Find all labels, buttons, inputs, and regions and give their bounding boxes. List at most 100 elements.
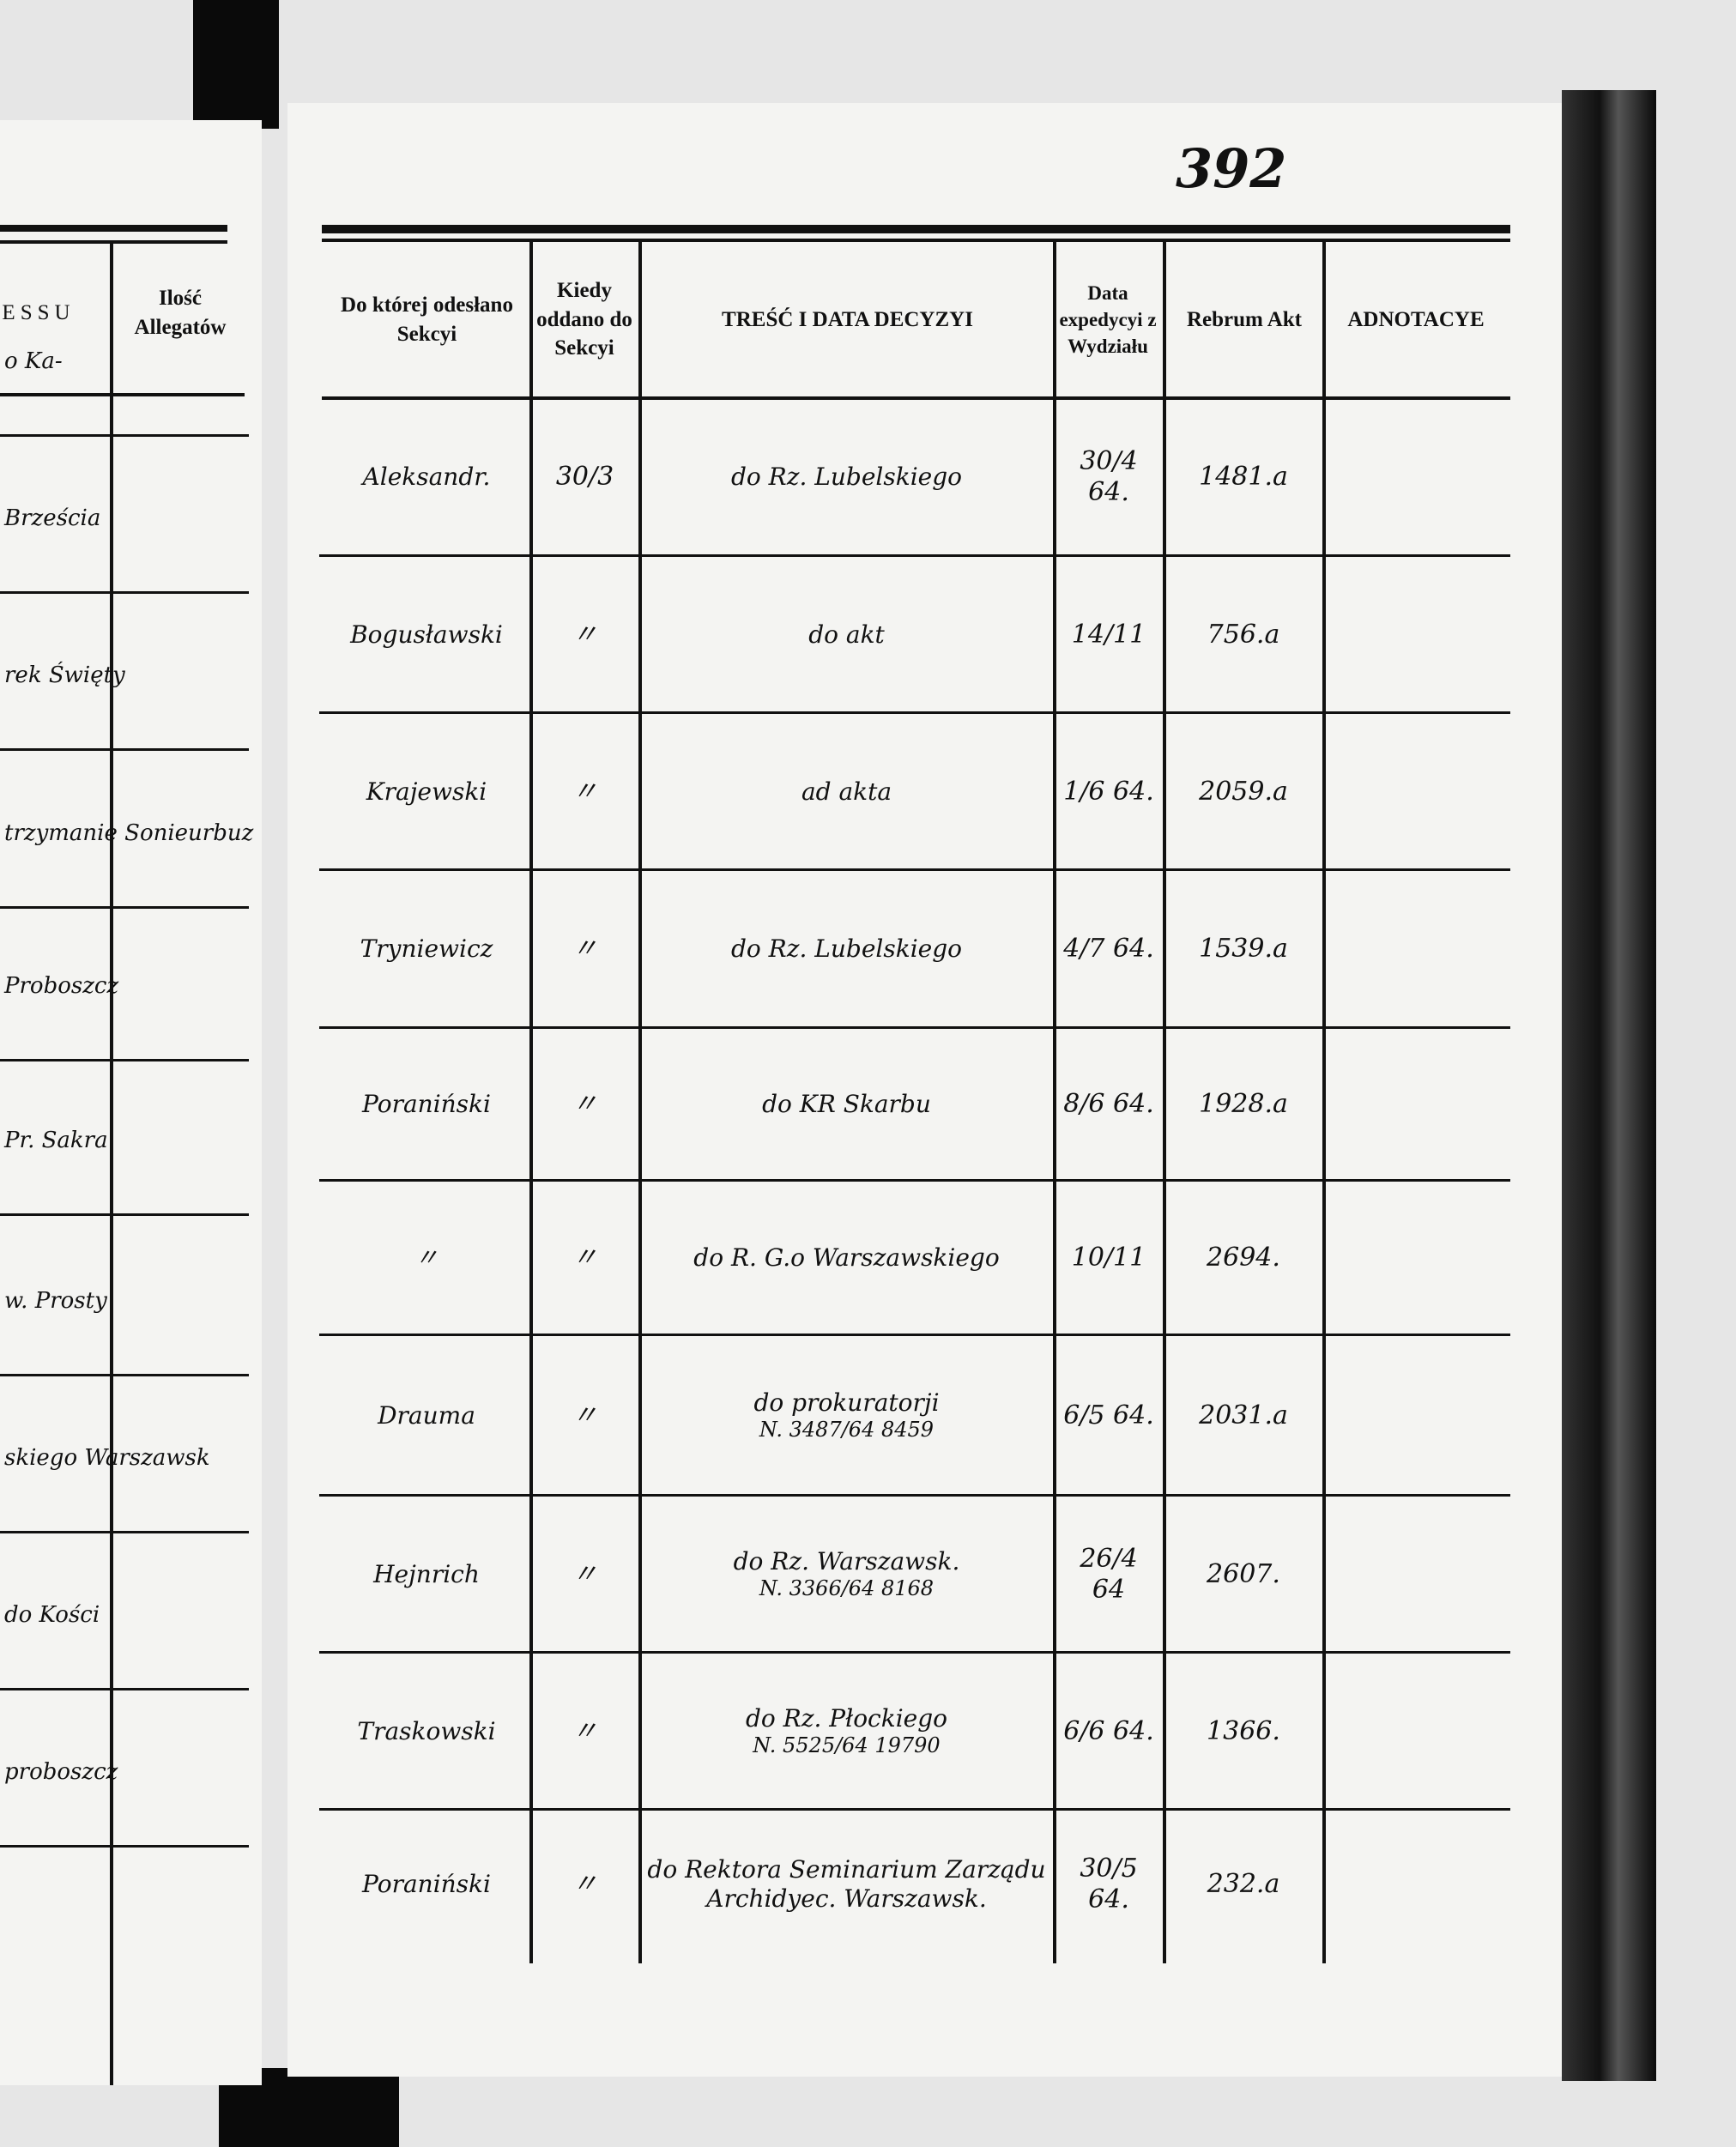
left-row-divider <box>0 906 249 909</box>
cell-rebrum: 1928.a <box>1199 1089 1288 1119</box>
left-row-divider <box>0 1845 249 1848</box>
cell-decision: do KR Skarbu <box>762 1090 931 1119</box>
left-header-allegations: Ilość Allegatów <box>134 287 227 339</box>
cell-notes <box>1329 1337 1499 1494</box>
header-bottom-rule <box>322 396 1510 400</box>
column-divider <box>529 239 533 1963</box>
cell-when: 〃 <box>572 1089 598 1119</box>
left-row-divider <box>0 1213 249 1216</box>
cell-expedition: 30/4 64. <box>1080 446 1138 507</box>
left-row-fragment: do Kości <box>4 1602 100 1628</box>
row-divider <box>319 1494 1510 1497</box>
book-edge <box>1562 90 1656 2081</box>
cell-section: 〃 <box>414 1243 439 1273</box>
column-divider <box>638 239 642 1963</box>
left-row-fragment: Brześcia <box>4 505 101 531</box>
left-row-divider <box>0 1688 249 1690</box>
cell-rebrum: 2694. <box>1207 1243 1280 1273</box>
row-divider <box>319 711 1510 714</box>
header-top-rule <box>322 225 1510 233</box>
left-row-divider <box>0 1374 249 1376</box>
left-page: ESSU Ilość Allegatów o Ka- Brześcia rek Św… <box>0 120 262 2085</box>
left-row-fragment: trzymanie Sonieurbuz <box>4 820 254 846</box>
cell-section: Poraniński <box>362 1869 491 1898</box>
decision-reference: N. 3487/64 8459 <box>759 1417 935 1442</box>
cell-expedition: 6/6 64. <box>1063 1715 1154 1746</box>
cell-when: 〃 <box>572 1558 598 1589</box>
cell-section: Aleksandr. <box>362 463 491 492</box>
cell-decision: do prokuratorji N. 3487/64 8459 <box>753 1388 940 1442</box>
cell-when: 〃 <box>572 776 598 807</box>
cell-section: Drauma <box>378 1400 475 1430</box>
column-divider <box>1322 239 1326 1963</box>
cell-when: 〃 <box>572 1868 598 1899</box>
cell-notes <box>1329 715 1499 868</box>
cell-expedition: 10/11 <box>1071 1243 1146 1273</box>
left-row-fragment: skiego Warszawsk <box>4 1445 210 1471</box>
binding-strip-top <box>193 0 279 129</box>
row-divider <box>319 1179 1510 1182</box>
cell-expedition: 4/7 64. <box>1063 934 1154 964</box>
cell-expedition: 30/5 64. <box>1080 1853 1138 1914</box>
cell-section: Tryniewicz <box>360 934 493 964</box>
cell-decision: do Rz. Warszawsk. N. 3366/64 8168 <box>733 1547 960 1600</box>
cell-rebrum: 1481.a <box>1199 462 1288 492</box>
cell-notes <box>1329 1030 1499 1179</box>
header-when: Kiedy oddano do Sekcyi <box>536 278 632 360</box>
right-page <box>287 103 1566 2077</box>
cell-rebrum: 2031.a <box>1199 1400 1288 1430</box>
left-row-divider <box>0 1059 249 1061</box>
cell-section: Bogusławski <box>350 620 503 649</box>
cell-rebrum: 2607. <box>1207 1558 1280 1589</box>
cell-section: Krajewski <box>366 777 487 806</box>
row-divider <box>319 1808 1510 1811</box>
left-row-fragment: rek Święty <box>4 662 125 688</box>
cell-notes <box>1329 558 1499 711</box>
left-row-fragment: Proboszcz <box>4 973 119 999</box>
cell-notes <box>1329 1182 1499 1334</box>
cell-notes <box>1329 1497 1499 1651</box>
cell-section: Traskowski <box>357 1716 496 1745</box>
page-number: 392 <box>1176 137 1287 200</box>
left-row-divider <box>0 434 249 437</box>
row-divider <box>319 1651 1510 1654</box>
left-header-process: ESSU <box>2 301 76 325</box>
cell-decision: do Rz. Lubelskiego <box>730 463 963 492</box>
cell-expedition: 6/5 64. <box>1063 1400 1154 1430</box>
cell-decision: do R. G.o Warszawskiego <box>693 1243 1000 1273</box>
decision-reference: N. 3366/64 8168 <box>759 1575 935 1600</box>
cell-expedition: 1/6 64. <box>1063 776 1154 807</box>
cell-when: 30/3 <box>555 462 614 492</box>
cell-when: 〃 <box>572 1243 598 1273</box>
cell-when: 〃 <box>572 619 598 650</box>
header-decision: TREŚĆ I DATA DECYZYI <box>722 307 973 331</box>
cell-decision: ad akta <box>801 777 892 806</box>
cell-when: 〃 <box>572 934 598 964</box>
left-row-fragment: Pr. Sakra <box>4 1128 108 1153</box>
cell-notes <box>1329 1811 1499 1956</box>
cell-rebrum: 1366. <box>1207 1715 1280 1746</box>
left-row-divider <box>0 748 249 751</box>
cell-decision: do Rz. Płockiego N. 5525/64 19790 <box>745 1704 948 1757</box>
cell-expedition: 8/6 64. <box>1063 1089 1154 1119</box>
cell-notes <box>1329 400 1499 554</box>
cell-when: 〃 <box>572 1715 598 1746</box>
row-divider <box>319 868 1510 871</box>
cell-when: 〃 <box>572 1400 598 1430</box>
cell-decision: do Rektora Seminarium Zarządu Archidyec.… <box>647 1854 1046 1913</box>
cell-section: Hejnrich <box>373 1559 480 1588</box>
header-notes: ADNOTACYE <box>1347 307 1485 331</box>
left-row-fragment: proboszcz <box>4 1759 118 1785</box>
header-rebrum: Rebrum Akt <box>1186 307 1303 331</box>
left-row-divider <box>0 591 249 594</box>
left-row-fragment: o Ka- <box>4 348 63 374</box>
header-expedition: Data expedycyi z Wydziału <box>1059 281 1157 358</box>
cell-section: Poraniński <box>362 1090 491 1119</box>
cell-rebrum: 1539.a <box>1199 934 1288 964</box>
header-section: Do której odesłano Sekcyi <box>341 293 513 346</box>
cell-notes <box>1329 872 1499 1026</box>
cell-rebrum: 2059.a <box>1199 776 1288 807</box>
column-divider <box>1053 239 1056 1963</box>
cell-expedition: 14/11 <box>1071 619 1146 650</box>
cell-rebrum: 232.a <box>1207 1868 1280 1899</box>
